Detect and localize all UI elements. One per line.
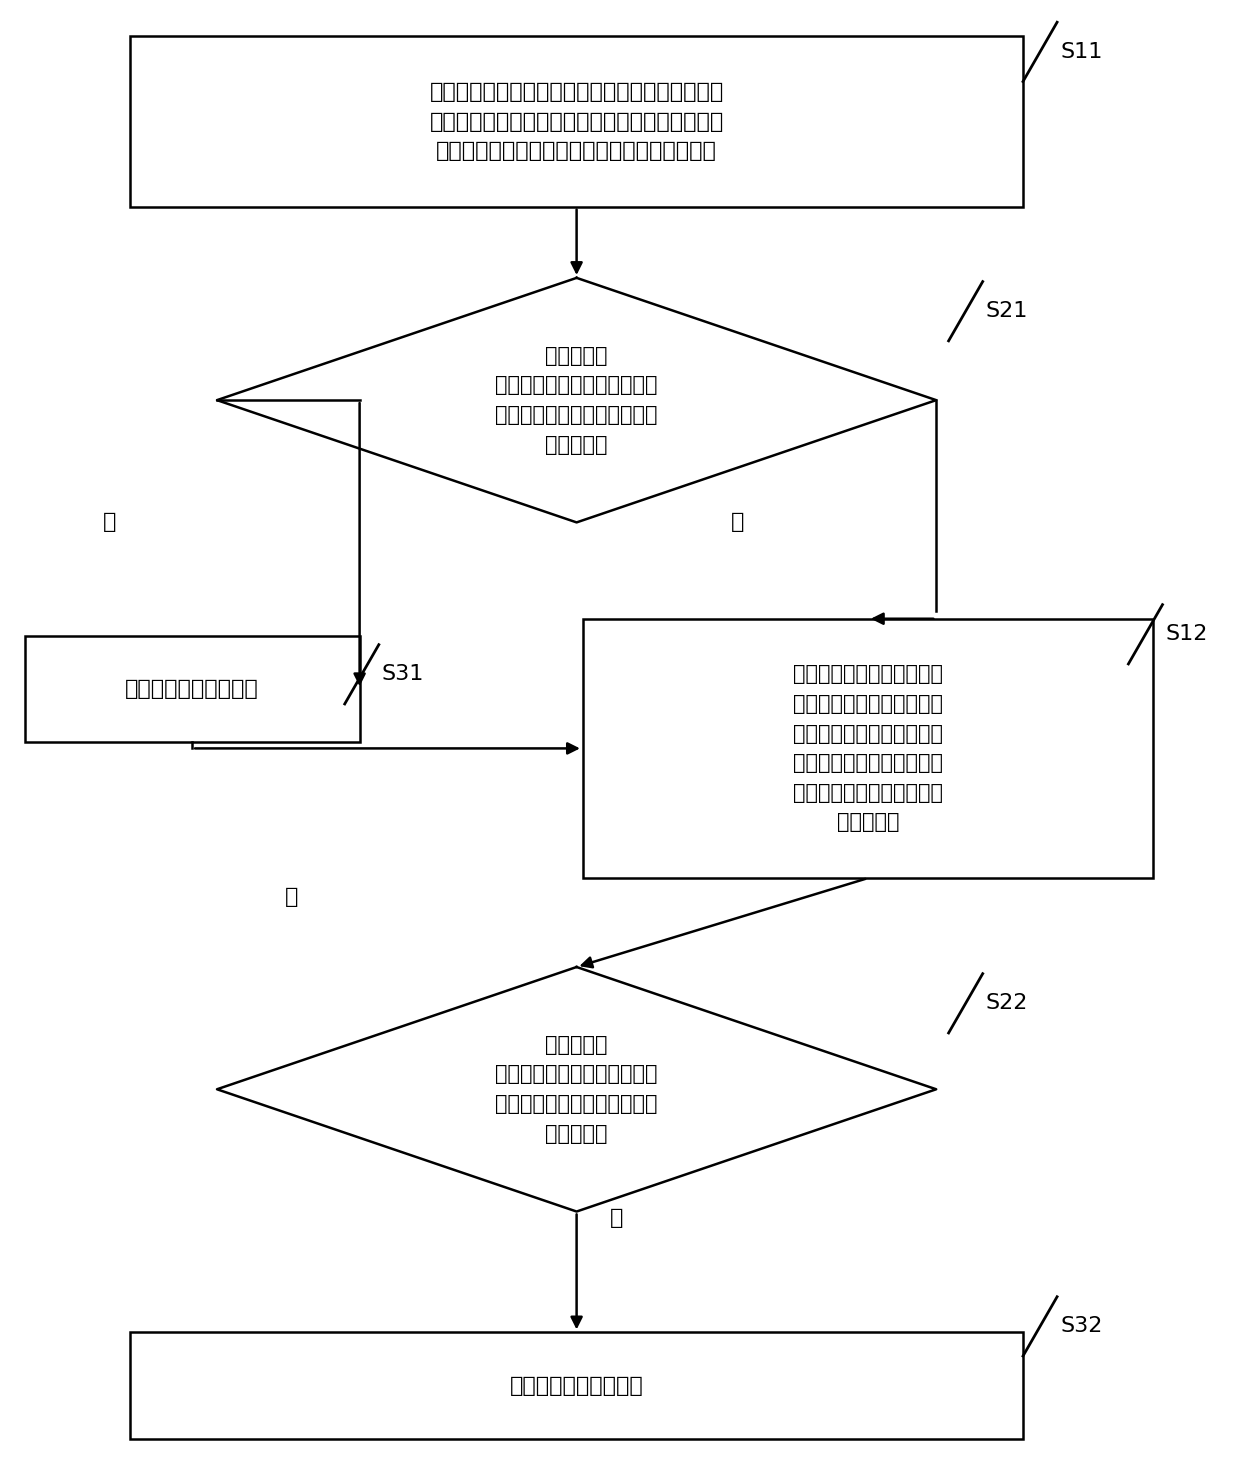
Text: S32: S32 bbox=[1060, 1316, 1102, 1337]
Text: 判断所述第
二改变温度和所述第二持续温
度之间的温度差是否小于第二
预设温度差: 判断所述第 二改变温度和所述第二持续温 度之间的温度差是否小于第二 预设温度差 bbox=[495, 1034, 658, 1144]
Bar bbox=[130, 36, 1023, 207]
Text: 记录开启所述空调风机时风
机盘管的温度，记为第二改
变温度，和记录开启所述空
调风机第二预设时间段后所
述风机盘管的温度，记为第
二持续温度: 记录开启所述空调风机时风 机盘管的温度，记为第二改 变温度，和记录开启所述空 调… bbox=[794, 664, 942, 833]
Text: 否: 否 bbox=[285, 886, 298, 907]
Text: 判定所述空调风机故障: 判定所述空调风机故障 bbox=[510, 1375, 644, 1396]
Text: S21: S21 bbox=[986, 301, 1028, 322]
Text: 是: 是 bbox=[103, 511, 115, 532]
Text: 判定所述空调风机故障: 判定所述空调风机故障 bbox=[125, 679, 259, 700]
Text: 否: 否 bbox=[732, 511, 744, 532]
Text: S22: S22 bbox=[986, 993, 1028, 1014]
Text: S31: S31 bbox=[382, 664, 424, 685]
Text: 是: 是 bbox=[610, 1208, 622, 1229]
Text: 判断所述第
一改变温度和所述第一持续温
度之间的温度差是否小于第一
预设温度差: 判断所述第 一改变温度和所述第一持续温 度之间的温度差是否小于第一 预设温度差 bbox=[495, 345, 658, 455]
Bar bbox=[583, 619, 1153, 877]
Bar bbox=[25, 636, 360, 742]
Bar bbox=[130, 1332, 1023, 1439]
Text: S11: S11 bbox=[1060, 41, 1102, 62]
Text: 记录关闭所述空调风机时风机盘管的温度，记为第
一改变温度，和记录关闭所述空调风机第一预设时
间段后所述风机盘管的温度，记为第一持续温度: 记录关闭所述空调风机时风机盘管的温度，记为第 一改变温度，和记录关闭所述空调风机… bbox=[429, 82, 724, 162]
Text: S12: S12 bbox=[1166, 624, 1208, 645]
